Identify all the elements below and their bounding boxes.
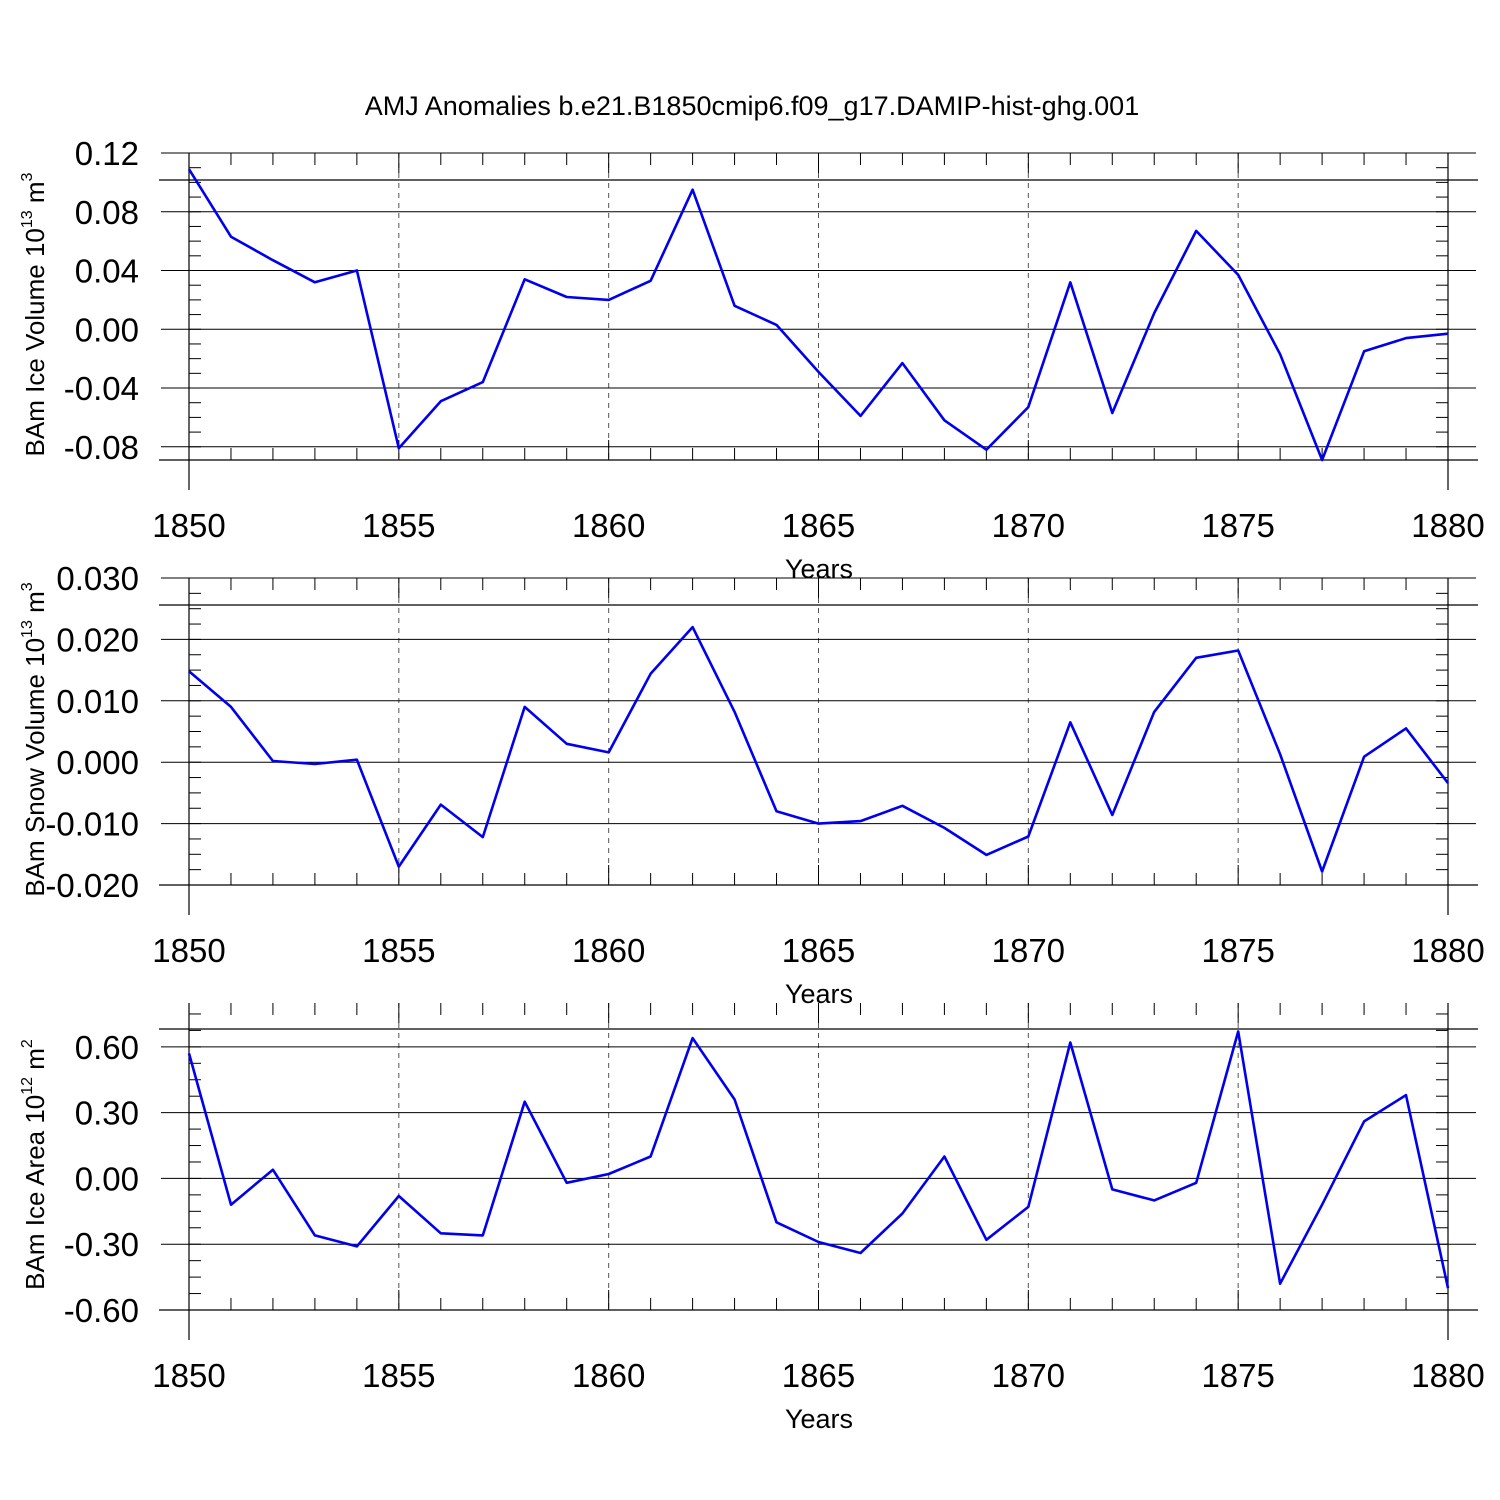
x-tick-label: 1855 (362, 932, 435, 969)
y-tick-label: -0.08 (64, 429, 139, 466)
x-axis-title: Years (785, 1404, 853, 1434)
y-tick-label: -0.020 (45, 867, 139, 904)
x-tick-label: 1860 (572, 1357, 645, 1394)
y-tick-label: 0.00 (75, 1160, 139, 1197)
x-tick-label: 1855 (362, 1357, 435, 1394)
y-axis-title-superscript: 3 (19, 172, 36, 181)
y-tick-label: 0.30 (75, 1095, 139, 1132)
x-tick-label: 1860 (572, 932, 645, 969)
y-axis-title: BAm Ice Area 1012 m2 (19, 1039, 50, 1290)
x-tick-label: 1875 (1201, 932, 1274, 969)
y-axis-title-part: BAm Snow Volume 10 (20, 638, 50, 897)
x-tick-label: 1860 (572, 507, 645, 544)
y-tick-label: 0.12 (75, 135, 139, 172)
x-tick-label: 1865 (782, 507, 855, 544)
y-tick-label: 0.00 (75, 311, 139, 348)
x-tick-label: 1880 (1411, 507, 1484, 544)
y-axis-title: BAm Snow Volume 1013 m3 (19, 582, 50, 896)
panel-ice-area: 0.60 0.30 0.00 -0.30 -0.60 1850 1855 1860 1865 18… (19, 1003, 1485, 1434)
y-axis-title-superscript: 13 (19, 620, 36, 638)
x-tick-label: 1850 (152, 932, 225, 969)
y-tick-label: -0.04 (64, 370, 139, 407)
x-tick-label: 1855 (362, 507, 435, 544)
y-axis-title-superscript: 2 (19, 1039, 36, 1048)
panel-snow-volume: 0.030 0.020 0.010 0.000 -0.010 -0.020 1850 1855… (19, 560, 1485, 1009)
y-tick-label: 0.08 (75, 194, 139, 231)
x-tick-label: 1865 (782, 932, 855, 969)
series-line (188, 625, 1450, 873)
x-tick-label: 1880 (1411, 1357, 1484, 1394)
series-line (187, 168, 1449, 462)
y-tick-label: -0.30 (64, 1226, 139, 1263)
y-axis-title-part: m (20, 591, 50, 620)
panel-ice-volume: 0.12 0.08 0.04 0.00 -0.04 -0.08 1850 1855 1860 18… (19, 135, 1485, 584)
x-tick-label: 1850 (152, 1357, 225, 1394)
series-line (187, 1030, 1450, 1289)
y-tick-label: -0.60 (64, 1292, 139, 1329)
y-axis-title-superscript: 3 (19, 582, 36, 591)
y-tick-label: 0.010 (56, 683, 139, 720)
y-tick-label: 0.04 (75, 253, 139, 290)
x-tick-label: 1870 (992, 1357, 1065, 1394)
x-tick-label: 1870 (992, 932, 1065, 969)
x-tick-label: 1870 (992, 507, 1065, 544)
y-axis-title-part: BAm Ice Volume 10 (20, 228, 50, 456)
y-tick-label: -0.010 (45, 806, 139, 843)
x-tick-label: 1850 (152, 507, 225, 544)
y-axis-title-part: m (20, 181, 50, 210)
figure-title: AMJ Anomalies b.e21.B1850cmip6.f09_g17.D… (365, 91, 1139, 121)
y-axis-title-part: m (20, 1048, 50, 1077)
x-tick-label: 1880 (1411, 932, 1484, 969)
y-tick-label: 0.60 (75, 1029, 139, 1066)
x-tick-label: 1875 (1201, 1357, 1274, 1394)
y-axis-title-part: BAm Ice Area 10 (20, 1095, 50, 1290)
y-axis-title-superscript: 12 (19, 1077, 36, 1095)
y-axis-title: BAm Ice Volume 1013 m3 (19, 172, 50, 456)
x-tick-label: 1875 (1201, 507, 1274, 544)
y-axis-title-superscript: 13 (19, 210, 36, 228)
y-tick-label: 0.000 (56, 744, 139, 781)
y-tick-label: 0.030 (56, 560, 139, 597)
y-tick-label: 0.020 (56, 621, 139, 658)
x-tick-label: 1865 (782, 1357, 855, 1394)
